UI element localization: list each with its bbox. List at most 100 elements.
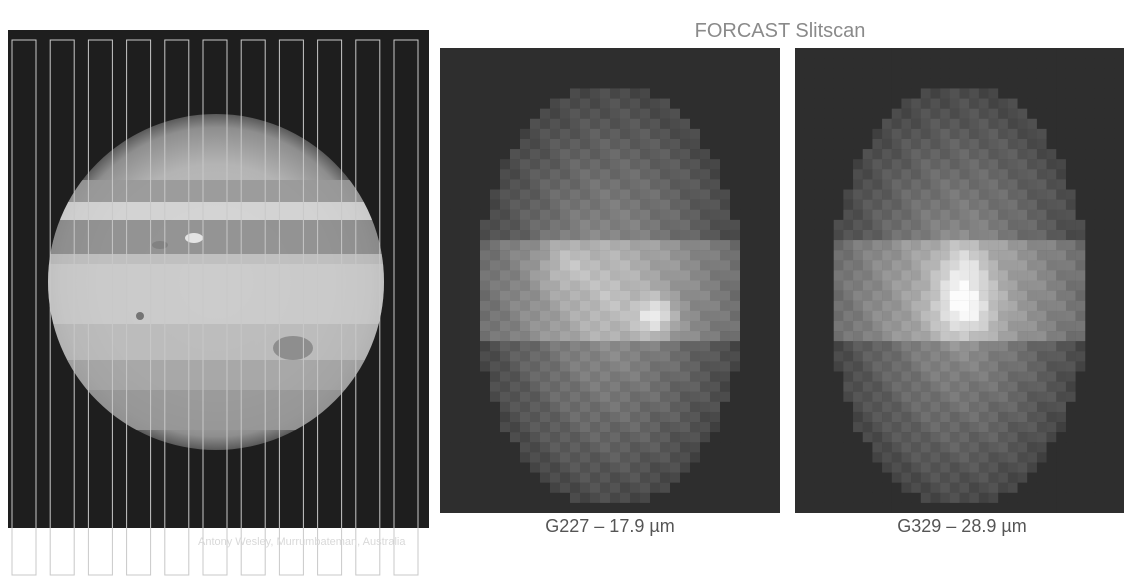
slitscan-pixel [470,240,481,251]
slitscan-pixel [740,179,751,190]
slitscan-pixel [670,462,681,473]
slitscan-pixel [560,209,571,221]
slitscan-pixel [490,290,501,301]
slitscan-pixel [480,320,491,332]
slitscan-pixel [440,492,451,504]
slitscan-pixel [600,492,611,504]
slitscan-pixel [959,189,970,200]
slitscan-pixel [833,219,844,231]
slitscan-pixel [1114,442,1124,453]
slitscan-pixel [795,401,805,413]
slitscan-pixel [824,58,834,69]
slitscan-pixel [720,492,731,504]
slitscan-pixel [670,351,681,362]
slitscan-pixel [843,108,854,119]
slitscan-pixel [795,462,805,473]
slitscan-pixel [610,78,621,89]
slitscan-pixel [969,391,980,403]
slitscan-pixel [1094,401,1105,413]
slitscan-pixel [1036,361,1047,372]
slitscan-pixel [1075,240,1086,251]
slitscan-pixel [520,240,531,251]
slitscan-pixel [930,58,941,69]
slitscan-pixel [730,432,741,443]
slitscan-pixel [470,250,481,261]
slitscan-pixel [720,300,731,312]
slitscan-pixel [490,118,501,130]
slitscan-pixel [620,149,631,160]
slitscan-pixel [862,411,873,423]
slitscan-pixel [510,482,521,493]
slitscan-pixel [1114,270,1124,281]
slitscan-pixel [1036,371,1047,382]
slitscan-pixel [940,68,951,79]
slitscan-pixel [680,68,691,79]
slitscan-pixel [911,351,921,362]
slitscan-pixel [824,391,834,403]
slitscan-pixel [520,492,531,504]
slitscan-pixel [600,108,611,119]
slitscan-pixel [590,250,601,261]
slitscan-pixel [600,48,611,59]
slitscan-pixel [740,108,751,119]
slitscan-pixel [470,310,481,322]
slitscan-pixel [760,108,771,119]
slitscan-pixel [949,391,960,403]
slitscan-pixel [1065,159,1076,170]
slitscan-pixel [853,391,863,403]
slitscan-pixel [440,78,451,89]
slitscan-pixel [1007,502,1018,513]
slitscan-pixel [891,189,902,200]
slitscan-pixel [700,88,711,99]
slitscan-pixel [920,58,931,69]
slitscan-pixel [750,472,761,483]
slitscan-pixel [891,411,902,423]
slitscan-pixel [530,472,541,483]
slitscan-pixel [853,78,863,89]
slitscan-pixel [560,492,571,504]
slitscan-pixel [940,331,951,342]
slitscan-pixel [730,310,741,322]
slitscan-pixel [630,78,641,89]
slitscan-pixel [470,442,481,453]
slitscan-pixel [600,240,611,251]
slitscan-pixel [530,290,541,301]
slitscan-pixel [1027,58,1038,69]
slitscan-pixel [930,240,941,251]
slitscan-pixel [1085,229,1096,241]
slitscan-pixel [1036,98,1047,109]
slitscan-pixel [750,361,761,372]
slitscan-pixel [520,88,531,99]
slitscan-pixel [730,270,741,281]
slitscan-pixel [530,452,541,463]
slitscan-pixel [750,492,761,504]
slitscan-pixel [600,391,611,403]
slitscan-pixel [1027,280,1038,291]
slitscan-pixel [500,199,511,210]
slitscan-pixel [1046,159,1057,170]
slitscan-pixel [804,391,815,403]
slitscan-pixel [760,331,771,342]
slitscan-pixel [949,422,960,433]
slitscan-pixel [862,138,873,150]
slitscan-pixel [720,270,731,281]
slitscan-pixel [1065,472,1076,483]
slitscan-pixel [580,68,591,79]
slitscan-pixel [901,250,912,261]
slitscan-pixel [480,118,491,130]
slitscan-pixel [1065,422,1076,433]
slitscan-pixel [1075,442,1086,453]
slitscan-pixel [930,88,941,99]
slitscan-pixel [640,128,651,140]
slitscan-pixel [1007,250,1018,261]
slitscan-pixel [804,270,815,281]
slitscan-pixel [1104,199,1115,210]
slitscan-pixel [959,270,970,281]
slitscan-pixel [600,351,611,362]
slitscan-pixel [510,219,521,231]
slitscan-pixel [760,149,771,160]
slitscan-pixel [450,48,461,59]
slitscan-pixel [580,88,591,99]
slitscan-pixel [1017,179,1028,190]
slitscan-pixel [520,320,531,332]
